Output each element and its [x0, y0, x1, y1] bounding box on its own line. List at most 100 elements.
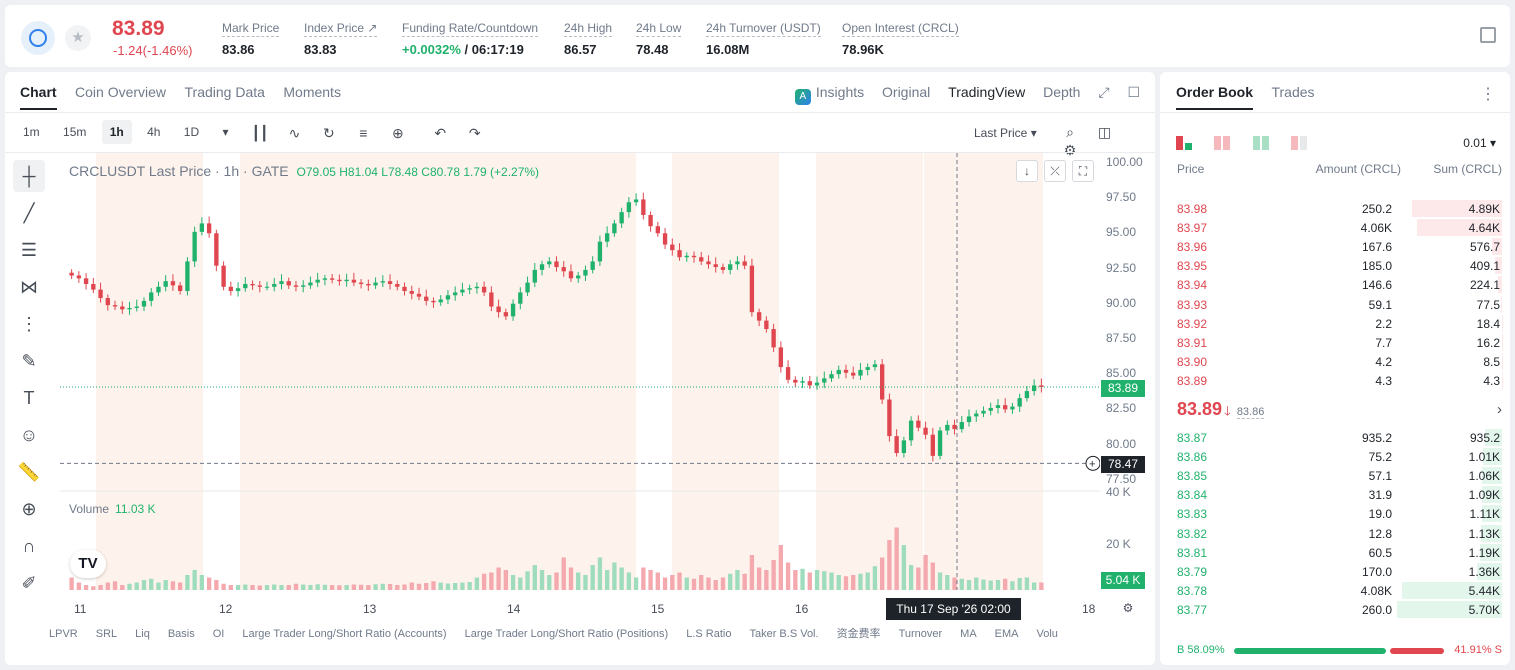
- search-icon[interactable]: ⌕: [1066, 124, 1074, 140]
- ask-row[interactable]: 83.94 146.6 224.1: [1160, 276, 1510, 295]
- indicator-item[interactable]: EMA: [994, 628, 1019, 640]
- notes-icon[interactable]: [1480, 27, 1496, 43]
- interval-1m[interactable]: 1m: [23, 125, 40, 139]
- indicators-icon[interactable]: ∿: [288, 125, 301, 141]
- favorite-star-icon[interactable]: ★: [65, 25, 91, 51]
- view-tradingview[interactable]: TradingView: [948, 84, 1026, 100]
- funding-rate-value: +0.0032%: [402, 42, 461, 57]
- indicator-item[interactable]: Volu: [1036, 628, 1058, 640]
- fib-icon[interactable]: ⋮: [20, 314, 38, 334]
- asks-only-icon[interactable]: [1214, 136, 1232, 150]
- interval-15m[interactable]: 15m: [63, 125, 87, 139]
- stat-mark-price[interactable]: Mark Price 83.86: [222, 19, 280, 57]
- ask-row[interactable]: 83.98 250.2 4.89K: [1160, 200, 1510, 219]
- interval-dropdown-icon[interactable]: ▾: [222, 125, 229, 139]
- bid-row[interactable]: 83.79 170.0 1.36K: [1160, 562, 1510, 582]
- indicator-item[interactable]: Taker B.S Vol.: [749, 628, 819, 640]
- mid-price-row[interactable]: 83.89 🡓 83.86 ›: [1177, 399, 1502, 423]
- interval-4h[interactable]: 4h: [147, 125, 161, 139]
- undo-icon[interactable]: ↶: [434, 125, 447, 141]
- indicator-item[interactable]: Large Trader Long/Short Ratio (Accounts): [242, 628, 447, 640]
- stat-open-interest[interactable]: Open Interest (CRCL) 78.96K: [842, 19, 959, 57]
- crosshair-icon[interactable]: ┼: [13, 160, 45, 192]
- volume-bar: [843, 576, 849, 590]
- indicator-item[interactable]: 资金费率: [836, 628, 881, 640]
- camera-icon[interactable]: ◫: [1097, 124, 1112, 140]
- bid-row[interactable]: 83.78 4.08K 5.44K: [1160, 581, 1510, 601]
- indicator-item[interactable]: Liq: [135, 628, 150, 640]
- view-insights[interactable]: A Insights: [794, 84, 865, 105]
- candle-type-icon[interactable]: ┃┃: [251, 125, 269, 141]
- magnet-icon[interactable]: ∩: [22, 536, 36, 556]
- bid-row[interactable]: 83.81 60.5 1.19K: [1160, 543, 1510, 563]
- trend-line-icon[interactable]: ╱: [23, 203, 35, 223]
- add-alert-icon[interactable]: ⊕: [391, 125, 404, 141]
- large-orders-icon[interactable]: [1291, 136, 1309, 150]
- ask-row[interactable]: 83.96 167.6 576.7: [1160, 238, 1510, 257]
- bid-row[interactable]: 83.85 57.1 1.06K: [1160, 467, 1510, 486]
- bid-row[interactable]: 83.83 19.0 1.11K: [1160, 505, 1510, 524]
- chevron-right-icon[interactable]: ›: [1497, 401, 1502, 418]
- indicator-item[interactable]: SRL: [95, 628, 118, 640]
- ask-row[interactable]: 83.95 185.0 409.1: [1160, 257, 1510, 276]
- more-options-icon[interactable]: ⋮: [1480, 86, 1496, 103]
- fullscreen-icon[interactable]: ⛶: [1072, 160, 1094, 182]
- view-depth[interactable]: Depth: [1043, 84, 1081, 100]
- mid-mark-price: 83.86: [1236, 406, 1265, 419]
- indicator-item[interactable]: LPVR: [49, 628, 78, 640]
- crosshair-plus-icon: [1085, 455, 1100, 471]
- scroll-down-icon[interactable]: ↓: [1016, 160, 1038, 182]
- ask-row[interactable]: 83.92 2.2 18.4: [1160, 314, 1510, 334]
- expand-icon[interactable]: ⤢: [1098, 84, 1110, 100]
- text-icon[interactable]: T: [23, 388, 35, 408]
- tab-trades[interactable]: Trades: [1271, 84, 1315, 100]
- price-chart[interactable]: +: [60, 153, 1100, 590]
- ask-row[interactable]: 83.91 7.7 16.2: [1160, 333, 1510, 353]
- orderbook-sum: 1.06K: [1468, 469, 1500, 484]
- window-icon[interactable]: ☐: [1127, 84, 1140, 100]
- axis-settings-icon[interactable]: ⚙: [1117, 598, 1139, 620]
- ask-row[interactable]: 83.93 59.1 77.5: [1160, 295, 1510, 315]
- tab-trading-data[interactable]: Trading Data: [184, 84, 265, 100]
- bid-row[interactable]: 83.86 75.2 1.01K: [1160, 448, 1510, 467]
- indicator-item[interactable]: L.S Ratio: [686, 628, 732, 640]
- ask-row[interactable]: 83.90 4.2 8.5: [1160, 352, 1510, 372]
- both-sides-icon[interactable]: [1176, 136, 1194, 150]
- pattern-icon[interactable]: ⋈: [20, 277, 38, 297]
- indicator-item[interactable]: Basis: [167, 628, 195, 640]
- price-source-select[interactable]: Last Price ▾: [974, 126, 1037, 140]
- precision-select[interactable]: 0.01 ▾: [1463, 136, 1496, 150]
- ask-row[interactable]: 83.97 4.06K 4.64K: [1160, 219, 1510, 238]
- tab-order-book[interactable]: Order Book: [1176, 84, 1254, 110]
- horizontal-lines-icon[interactable]: ☰: [20, 240, 38, 260]
- tab-coin-overview[interactable]: Coin Overview: [75, 84, 167, 100]
- replay-icon[interactable]: ↻: [323, 125, 335, 141]
- view-original[interactable]: Original: [882, 84, 931, 100]
- view-label: Insights: [815, 84, 865, 100]
- bid-row[interactable]: 83.84 31.9 1.09K: [1160, 486, 1510, 505]
- emoji-icon[interactable]: ☺: [19, 425, 39, 445]
- stat-funding-rate[interactable]: Funding Rate/Countdown +0.0032% / 06:17:…: [402, 19, 539, 57]
- zoom-in-icon[interactable]: ⊕: [21, 499, 37, 519]
- bid-row[interactable]: 83.82 12.8 1.13K: [1160, 524, 1510, 544]
- brush-icon[interactable]: ✎: [21, 351, 37, 371]
- collapse-icon[interactable]: ⤫: [1044, 160, 1066, 182]
- bids-only-icon[interactable]: [1252, 136, 1271, 150]
- tab-chart[interactable]: Chart: [20, 84, 57, 110]
- interval-1h[interactable]: 1h: [101, 120, 132, 144]
- ruler-icon[interactable]: 📏: [17, 462, 41, 482]
- interval-1d[interactable]: 1D: [183, 125, 200, 139]
- stat-index-price[interactable]: Index Price ↗ 83.83: [304, 19, 378, 57]
- bid-row[interactable]: 83.77 260.0 5.70K: [1160, 600, 1510, 620]
- gear-icon[interactable]: ⚙: [1063, 142, 1077, 158]
- tab-moments[interactable]: Moments: [283, 84, 341, 100]
- indicator-item[interactable]: MA: [960, 628, 977, 640]
- indicator-item[interactable]: OI: [212, 628, 225, 640]
- ask-row[interactable]: 83.89 4.3 4.3: [1160, 371, 1510, 391]
- bid-row[interactable]: 83.87 935.2 935.2: [1160, 429, 1510, 448]
- redo-icon[interactable]: ↷: [468, 125, 481, 141]
- indicator-item[interactable]: Large Trader Long/Short Ratio (Positions…: [464, 628, 669, 640]
- indicator-item[interactable]: Turnover: [898, 628, 943, 640]
- pencil-icon[interactable]: ✐: [21, 573, 37, 593]
- templates-icon[interactable]: ≡: [359, 125, 368, 141]
